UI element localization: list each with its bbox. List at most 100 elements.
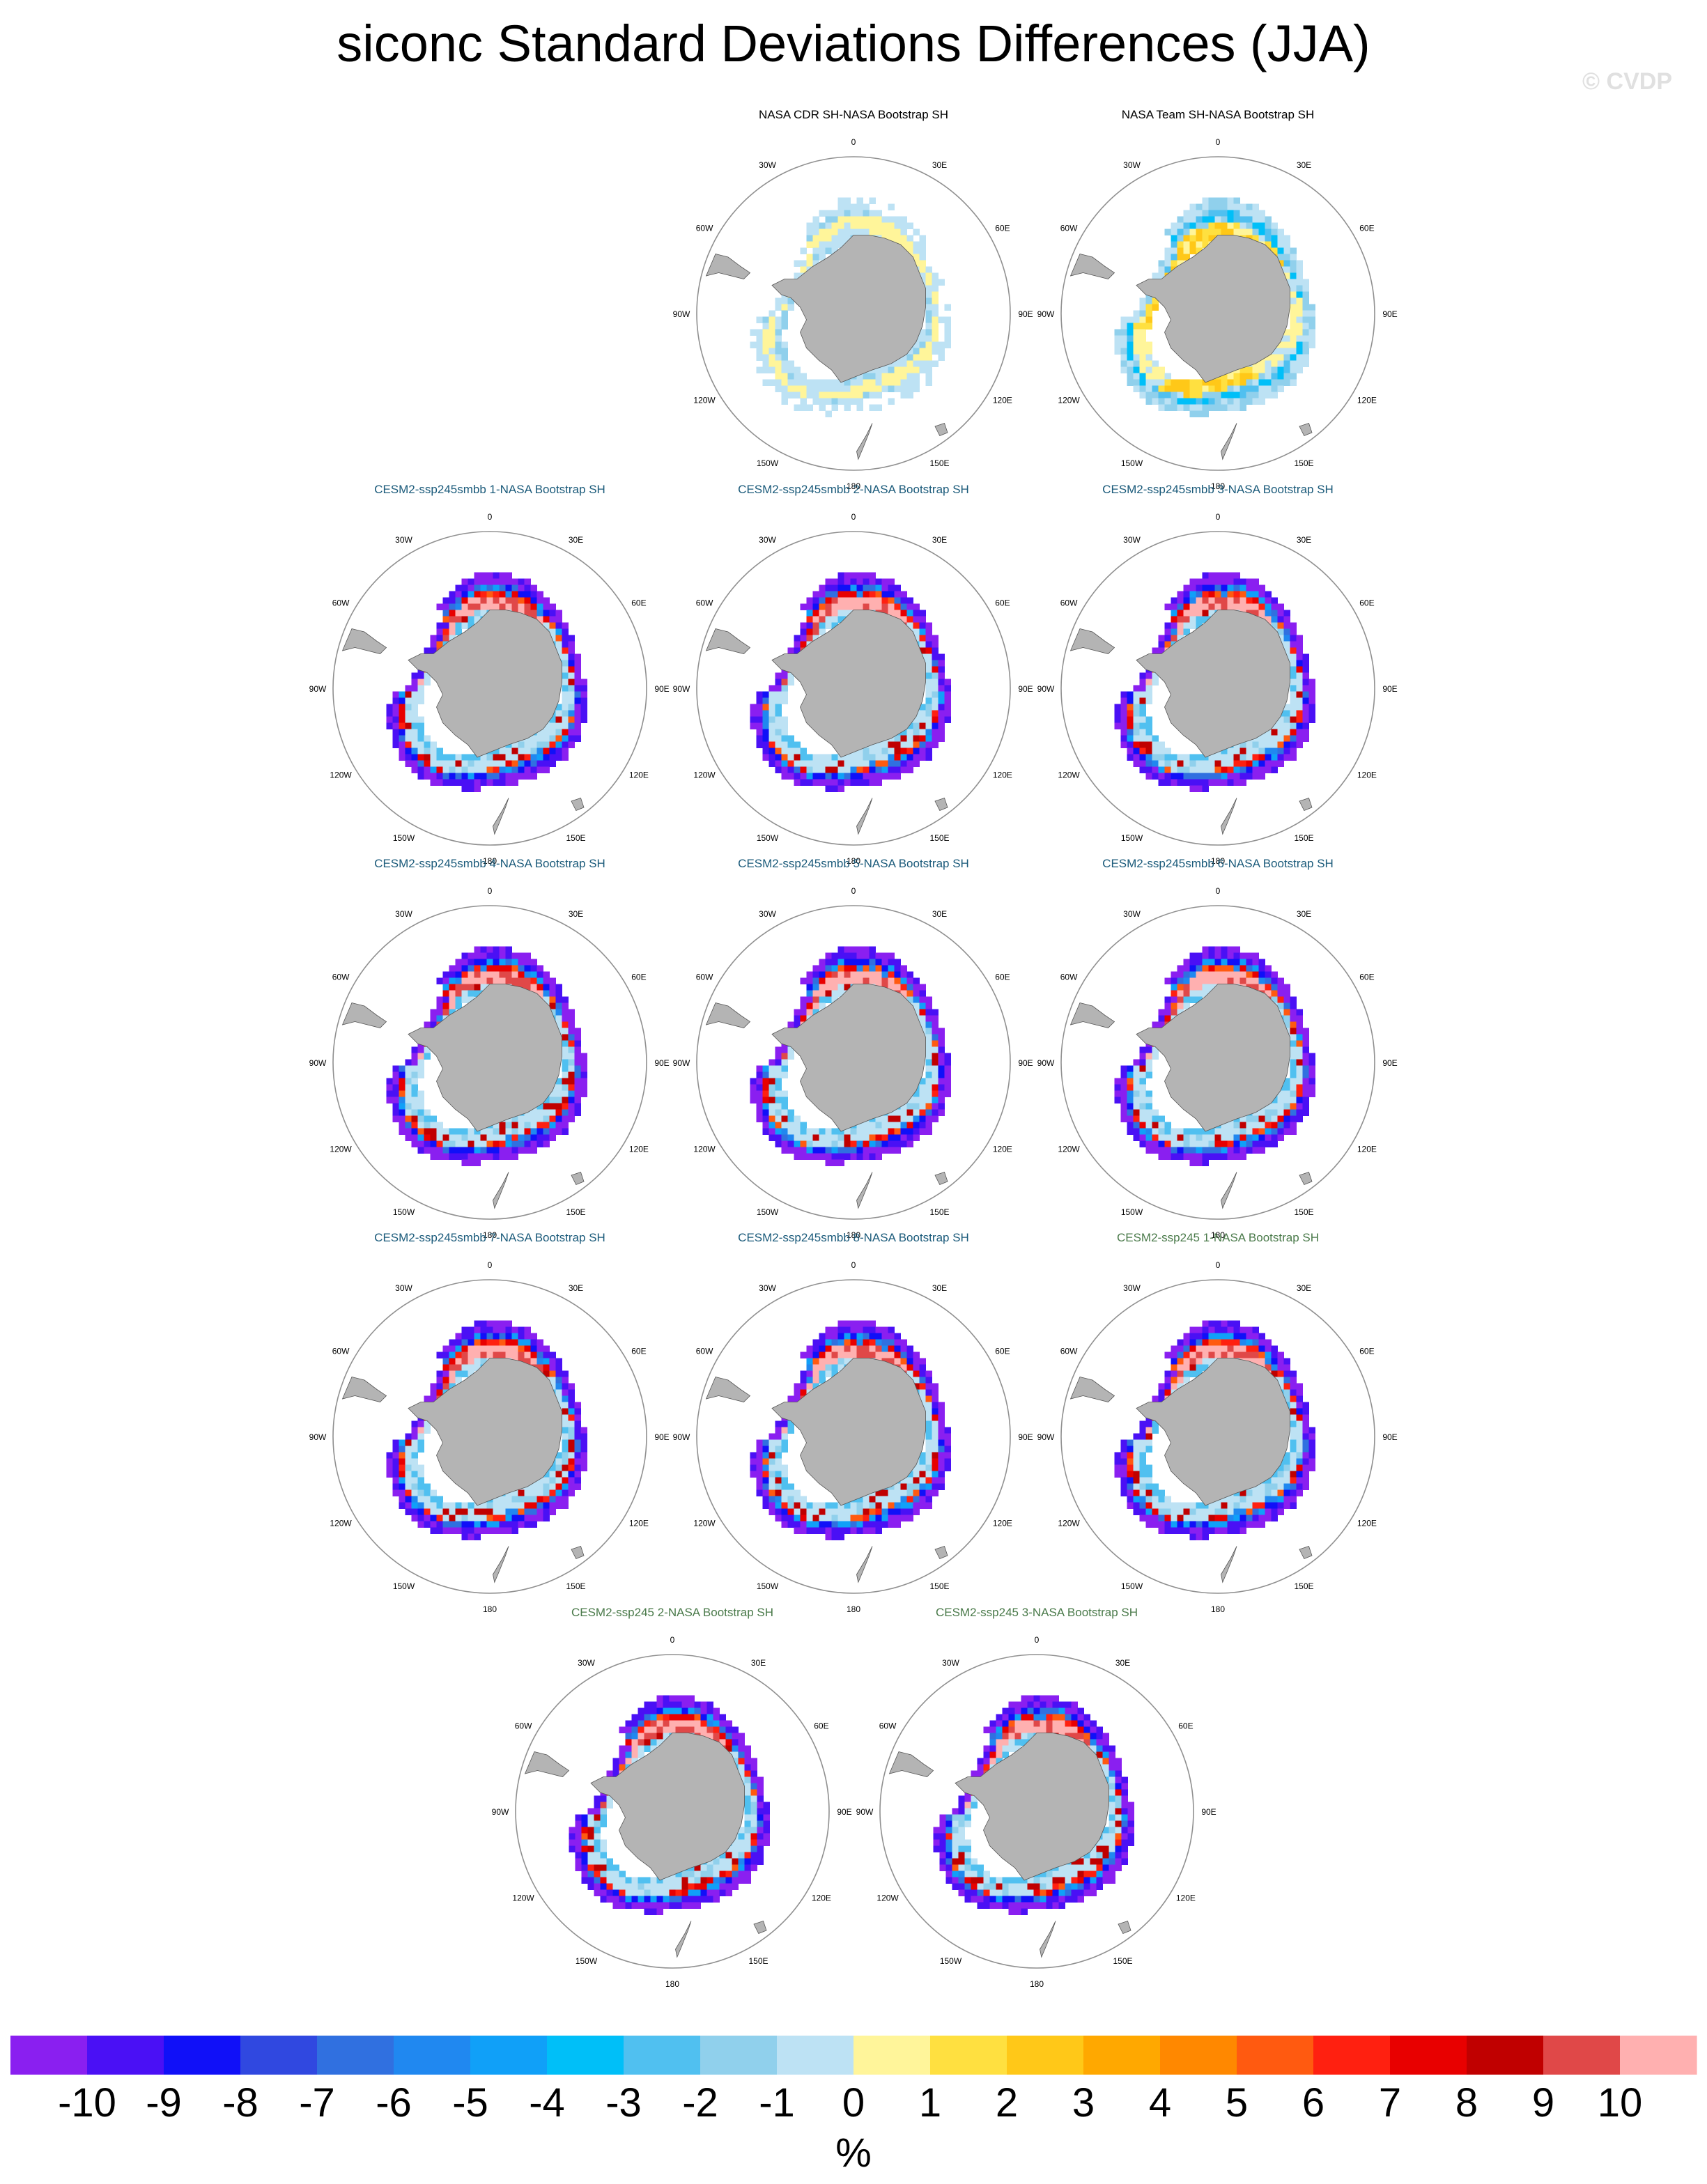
antarctica-landmass — [771, 235, 926, 383]
grid-cell — [812, 1153, 819, 1160]
grid-cell — [869, 1515, 876, 1521]
grid-cell — [442, 622, 449, 629]
grid-cell — [574, 716, 581, 723]
grid-cell — [875, 766, 882, 773]
grid-cell — [1214, 965, 1221, 972]
grid-cell — [837, 971, 844, 978]
grid-cell — [524, 773, 531, 780]
grid-cell — [938, 1420, 945, 1427]
grid-cell — [1133, 1109, 1140, 1116]
grid-cell — [819, 1377, 826, 1384]
grid-cell — [1296, 1028, 1303, 1035]
grid-cell — [1133, 310, 1140, 317]
grid-cell — [825, 1502, 832, 1509]
map-panel: CESM2-ssp245smbb 2-NASA Bootstrap SH030E… — [673, 483, 1033, 866]
grid-cell — [468, 1515, 474, 1521]
grid-cell — [436, 1009, 443, 1016]
grid-cell — [1171, 247, 1177, 254]
grid-cell — [543, 1134, 550, 1141]
grid-cell — [1233, 216, 1240, 223]
grid-cell — [800, 1153, 807, 1160]
grid-cell — [1183, 1521, 1190, 1528]
grid-cell — [1196, 773, 1203, 780]
grid-cell — [1277, 235, 1284, 242]
grid-cell — [1171, 229, 1177, 235]
grid-cell — [442, 1153, 449, 1160]
grid-cell — [1239, 766, 1246, 773]
grid-cell — [932, 672, 939, 679]
grid-cell — [932, 335, 939, 342]
grid-cell — [775, 316, 782, 323]
grid-cell — [1139, 1496, 1146, 1503]
grid-cell — [1221, 1527, 1228, 1534]
grid-cell — [486, 584, 493, 591]
grid-cell — [1239, 404, 1246, 411]
grid-cell — [1258, 977, 1265, 984]
grid-cell — [812, 965, 819, 972]
grid-cell — [493, 584, 500, 591]
grid-cell — [1127, 729, 1134, 736]
grid-cell — [794, 1527, 801, 1534]
grid-cell — [424, 1122, 431, 1129]
grid-cell — [555, 1122, 562, 1129]
longitude-label: 30E — [569, 909, 583, 919]
grid-cell — [405, 1059, 412, 1066]
grid-cell — [493, 597, 500, 604]
grid-cell — [1183, 616, 1190, 623]
grid-cell — [888, 741, 895, 748]
grid-cell — [900, 385, 907, 392]
grid-cell — [768, 1078, 775, 1085]
grid-cell — [511, 741, 518, 748]
grid-cell — [1114, 704, 1121, 711]
grid-cell — [756, 1464, 763, 1471]
grid-cell — [850, 1128, 857, 1135]
grid-cell — [794, 1395, 801, 1402]
grid-cell — [474, 1364, 481, 1371]
grid-cell — [1265, 610, 1272, 617]
grid-cell — [781, 1489, 788, 1496]
grid-cell — [881, 959, 888, 966]
grid-cell — [906, 760, 913, 767]
grid-cell — [825, 597, 832, 604]
grid-cell — [436, 603, 443, 610]
grid-cell — [913, 722, 920, 729]
grid-cell — [856, 216, 863, 223]
grid-cell — [775, 1483, 782, 1490]
grid-cell — [468, 1508, 474, 1515]
grid-cell — [1283, 235, 1290, 242]
grid-cell — [524, 1521, 531, 1528]
grid-cell — [794, 748, 801, 754]
grid-cell — [787, 1122, 794, 1129]
grid-cell — [499, 773, 506, 780]
new-zealand-landmass — [1221, 798, 1237, 835]
grid-cell — [1189, 1364, 1196, 1371]
grid-cell — [1208, 597, 1215, 604]
grid-cell — [913, 241, 920, 248]
grid-cell — [1239, 773, 1246, 780]
grid-cell — [1296, 329, 1303, 336]
grid-cell — [493, 1140, 500, 1147]
grid-cell — [1152, 1502, 1159, 1509]
grid-cell — [894, 1502, 901, 1509]
south-america-landmass — [705, 628, 751, 654]
grid-cell — [869, 379, 876, 386]
grid-cell — [806, 977, 813, 984]
longitude-label: 90W — [673, 684, 690, 694]
grid-cell — [1127, 1489, 1134, 1496]
grid-cell — [913, 1352, 920, 1358]
grid-cell — [1183, 597, 1190, 604]
grid-cell — [762, 748, 769, 754]
grid-cell — [1120, 360, 1127, 367]
grid-cell — [806, 996, 813, 1003]
grid-cell — [938, 354, 945, 361]
grid-cell — [536, 597, 543, 604]
grid-cell — [430, 1021, 437, 1028]
grid-cell — [875, 1489, 882, 1496]
grid-cell — [555, 729, 562, 736]
grid-cell — [888, 610, 895, 617]
grid-cell — [549, 754, 556, 761]
grid-cell — [455, 1147, 462, 1154]
grid-cell — [1196, 379, 1203, 386]
grid-cell — [524, 1496, 531, 1503]
grid-cell — [894, 1109, 901, 1116]
